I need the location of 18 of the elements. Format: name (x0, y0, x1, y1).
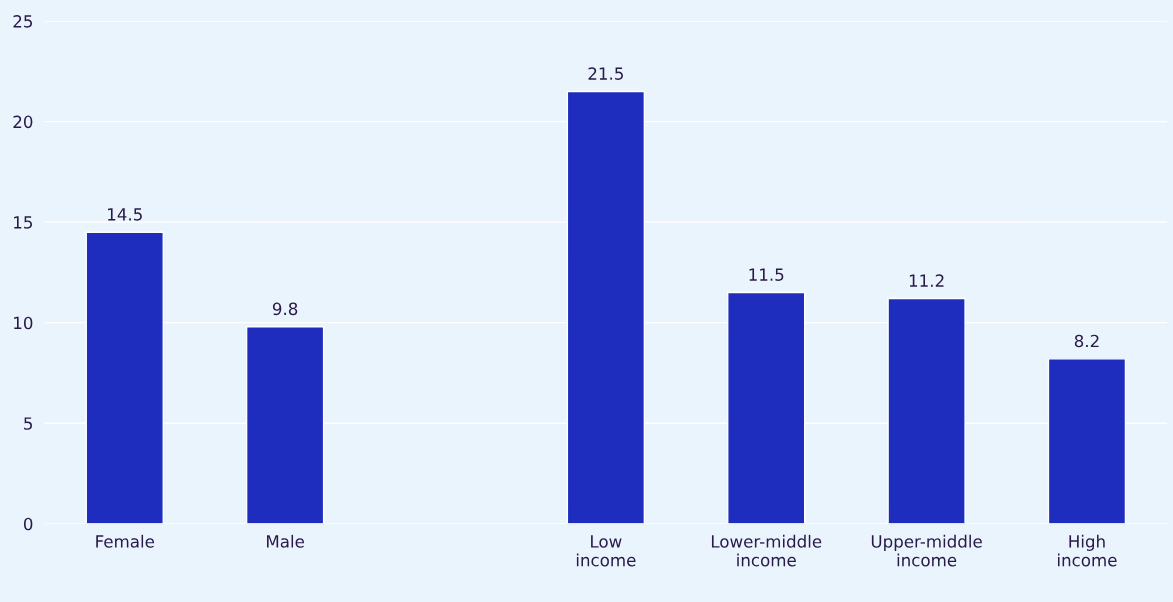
x-tick-label: Low income (576, 535, 636, 567)
y-tick-label: 20 (13, 115, 33, 129)
y-tick-label: 15 (14, 216, 33, 229)
data-label: 21.5 (588, 67, 623, 80)
x-tick-label: Male (267, 534, 304, 548)
data-label: 14.5 (108, 208, 142, 221)
data-label: 11.5 (749, 268, 784, 281)
data-label: 9.8 (272, 302, 298, 316)
x-tick-label: Upper-middle income (871, 534, 982, 567)
y-tick-label: 0 (23, 517, 33, 531)
y-tick-label: 10 (14, 316, 33, 330)
data-label: 8.2 (1074, 334, 1099, 348)
y-tick-label: 5 (24, 417, 33, 430)
y-tick-label: 25 (13, 15, 33, 28)
x-tick-label: High income (1058, 534, 1117, 567)
data-label: 11.2 (909, 274, 944, 287)
x-tick-label: Lower-middle income (711, 534, 822, 567)
x-tick-label: Female (96, 534, 154, 548)
